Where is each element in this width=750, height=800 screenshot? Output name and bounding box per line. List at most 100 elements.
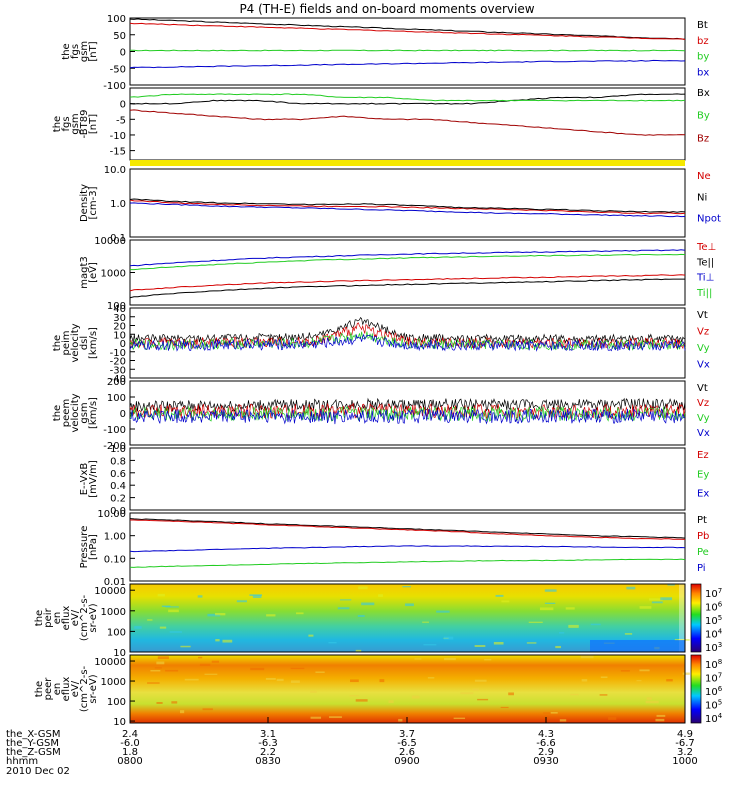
spectrogram-texture bbox=[539, 607, 554, 611]
colorbar-tick-label: 106 bbox=[705, 601, 723, 614]
spectrogram-texture bbox=[398, 718, 403, 722]
spectrogram-texture bbox=[501, 600, 510, 603]
ephemeris-label: the_Z-GSM bbox=[6, 747, 61, 758]
y-tick-label: 10.00 bbox=[97, 509, 126, 520]
spectrogram-texture bbox=[161, 605, 171, 607]
y-tick-label: -40 bbox=[110, 374, 126, 385]
series-ti bbox=[130, 253, 686, 271]
spectrogram-texture bbox=[350, 679, 359, 683]
spectrogram-texture bbox=[493, 641, 504, 645]
spectrogram-texture bbox=[453, 717, 466, 720]
spectrogram-texture bbox=[460, 692, 474, 695]
y-axis-label: [eV] bbox=[88, 262, 99, 283]
y-axis-label: E--VxB bbox=[79, 463, 90, 496]
spectrogram-texture bbox=[156, 702, 163, 704]
spectrogram-texture bbox=[443, 636, 454, 640]
y-axis-label: [nPa] bbox=[88, 534, 99, 560]
legend-entry: Te|| bbox=[696, 257, 714, 268]
y-tick-label: 10000 bbox=[94, 236, 126, 247]
spectrogram-texture bbox=[165, 669, 179, 672]
y-tick-label: -10 bbox=[110, 348, 126, 359]
y-tick-label: 0.8 bbox=[110, 456, 126, 467]
y-tick-label: 10000 bbox=[94, 586, 126, 597]
ephemeris-value: 3.1 bbox=[260, 729, 276, 740]
panel-frame bbox=[129, 583, 686, 653]
spectrogram-texture bbox=[565, 607, 575, 610]
ephemeris-value: 2.4 bbox=[122, 729, 138, 740]
ephemeris-label: hhmm bbox=[6, 756, 38, 767]
ephemeris-value: 1000 bbox=[672, 756, 697, 767]
y-tick-label: 1000 bbox=[101, 677, 126, 688]
spectrogram-texture bbox=[660, 597, 673, 601]
spectrogram-texture bbox=[165, 606, 179, 608]
ephemeris-value: -6.5 bbox=[397, 738, 417, 749]
y-axis-label: eV/ bbox=[70, 609, 81, 626]
spectrogram-texture bbox=[157, 656, 169, 660]
y-tick-label: 200 bbox=[107, 377, 126, 388]
y-axis-label: the bbox=[52, 335, 63, 351]
ephemeris-value: -6.3 bbox=[258, 738, 278, 749]
legend-entry: Bt bbox=[697, 20, 708, 31]
spectrogram-texture bbox=[581, 679, 588, 682]
spectrogram-texture bbox=[266, 614, 276, 617]
y-axis-label: [cm-3] bbox=[88, 186, 99, 219]
y-tick-label: 1000 bbox=[101, 269, 126, 280]
spectrogram-texture bbox=[474, 645, 486, 647]
spectrogram-texture bbox=[570, 693, 579, 696]
spectrogram-texture bbox=[544, 589, 557, 592]
y-axis-label: en bbox=[52, 612, 63, 625]
ephemeris-value: 0900 bbox=[394, 756, 419, 767]
series-te bbox=[129, 274, 686, 292]
spectrogram-texture bbox=[315, 671, 325, 673]
y-axis-label: the bbox=[52, 405, 63, 421]
y-axis-label: sr-eV) bbox=[88, 674, 99, 703]
spectrogram-texture bbox=[620, 670, 630, 672]
spectrogram-texture bbox=[296, 612, 304, 615]
y-tick-label: 10.0 bbox=[104, 165, 126, 176]
legend-entry: Pt bbox=[697, 515, 707, 526]
ephemeris-label: the_X-GSM bbox=[6, 729, 60, 740]
y-axis-label: the bbox=[52, 116, 63, 132]
panel-7: 1.00.8 0.60.4 0.20.0 E--VxB[mV/m] Ez Ey Ex bbox=[79, 444, 709, 517]
spectrogram-texture bbox=[150, 670, 161, 672]
y-axis-label: fgs bbox=[70, 44, 81, 59]
ephemeris-value: 0800 bbox=[117, 756, 142, 767]
spectrogram-texture bbox=[310, 690, 317, 693]
spectrogram-texture bbox=[568, 624, 579, 628]
series-bt bbox=[129, 18, 686, 40]
y-tick-label: 20 bbox=[113, 322, 126, 333]
spectrogram-texture bbox=[528, 621, 543, 623]
spectrogram-texture bbox=[171, 701, 178, 704]
y-axis-label: (cm^2-s- bbox=[79, 665, 90, 712]
panel-4: 10000 1000 100 magt3[eV] Te⊥ Te|| Ti⊥ Ti|| bbox=[79, 236, 716, 312]
y-axis-label: en bbox=[52, 683, 63, 696]
colorbar-tick-label: 104 bbox=[705, 712, 723, 725]
y-tick-label: 10000 bbox=[94, 657, 126, 668]
y-axis-label: magt3 bbox=[79, 256, 90, 289]
ephemeris-value: 0830 bbox=[255, 756, 280, 767]
panel-frame bbox=[129, 239, 686, 306]
spectrogram-texture bbox=[405, 603, 414, 607]
legend-entry: bz bbox=[697, 36, 709, 47]
series-bx bbox=[129, 59, 686, 69]
series-bz bbox=[129, 109, 686, 136]
y-tick-label: 0.10 bbox=[104, 554, 126, 565]
y-tick-label: -100 bbox=[103, 81, 126, 92]
spectrogram-texture bbox=[361, 602, 375, 606]
legend-entry: Ti⊥ bbox=[696, 273, 714, 284]
series-ni bbox=[129, 198, 686, 213]
spectrogram-texture bbox=[337, 607, 350, 610]
spectrogram-texture bbox=[667, 584, 675, 586]
y-axis-label: [nT] bbox=[88, 114, 99, 134]
legend-entry: Ex bbox=[697, 489, 709, 500]
spectrogram-texture bbox=[508, 692, 514, 696]
spectrogram-texture bbox=[211, 660, 220, 663]
y-tick-label: 10 bbox=[113, 717, 126, 728]
spectrogram-texture bbox=[411, 695, 420, 699]
legend-entry: Vx bbox=[697, 428, 710, 439]
spectrogram-texture bbox=[310, 716, 322, 719]
spectrogram-texture bbox=[179, 710, 185, 714]
legend-entry: Vy bbox=[697, 343, 710, 354]
